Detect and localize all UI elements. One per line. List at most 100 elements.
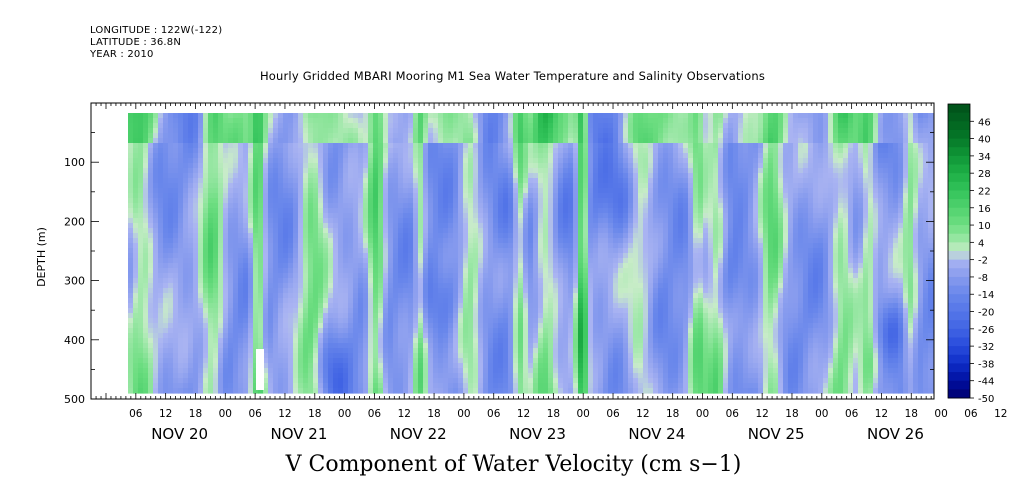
heat-cell xyxy=(238,133,244,139)
heat-cell xyxy=(453,353,459,359)
heat-cell xyxy=(333,338,339,344)
heat-cell xyxy=(248,273,254,279)
heat-cell xyxy=(198,228,204,234)
heat-cell xyxy=(343,333,349,339)
heat-cell xyxy=(558,313,564,319)
heat-cell xyxy=(343,178,349,184)
heat-cell xyxy=(378,148,384,154)
heat-cell xyxy=(383,243,389,249)
heat-cell xyxy=(153,348,159,354)
heat-cell xyxy=(503,303,509,309)
heat-cell xyxy=(558,188,564,194)
heat-cell xyxy=(353,138,359,144)
heat-cell xyxy=(508,163,514,169)
heat-cell xyxy=(498,113,504,119)
heat-cell xyxy=(388,228,394,234)
heat-cell xyxy=(163,143,169,149)
heat-cell xyxy=(263,173,269,179)
heat-cell xyxy=(453,218,459,224)
heat-cell xyxy=(283,293,289,299)
heat-cell xyxy=(133,178,139,184)
heat-cell xyxy=(213,238,219,244)
heat-cell xyxy=(433,363,439,369)
heat-cell xyxy=(483,283,489,289)
heat-cell xyxy=(173,253,179,259)
heat-cell xyxy=(128,188,134,194)
heat-cell xyxy=(198,358,204,364)
heat-cell xyxy=(498,303,504,309)
heat-cell xyxy=(178,298,184,304)
heat-cell xyxy=(163,268,169,274)
heat-cell xyxy=(198,113,204,119)
heat-cell xyxy=(363,338,369,344)
heat-cell xyxy=(448,128,454,134)
heat-cell xyxy=(213,343,219,349)
heat-cell xyxy=(303,158,309,164)
heat-cell xyxy=(508,378,514,384)
heat-cell xyxy=(518,273,524,279)
heat-cell xyxy=(278,288,284,294)
heat-cell xyxy=(283,373,289,379)
heat-cell xyxy=(263,383,269,389)
heat-cell xyxy=(548,323,554,329)
heat-cell xyxy=(353,243,359,249)
heat-cell xyxy=(283,308,289,314)
heat-cell xyxy=(143,113,149,119)
heat-cell xyxy=(188,183,194,189)
heat-cell xyxy=(508,253,514,259)
heat-cell xyxy=(373,278,379,284)
heat-cell xyxy=(453,348,459,354)
heat-cell xyxy=(313,248,319,254)
heat-cell xyxy=(293,303,299,309)
heat-cell xyxy=(468,188,474,194)
heat-cell xyxy=(298,203,304,209)
heat-cell xyxy=(298,168,304,174)
heat-cell xyxy=(438,278,444,284)
heat-cell xyxy=(553,218,559,224)
heat-cell xyxy=(523,163,529,169)
heat-cell xyxy=(568,128,574,134)
heat-cell xyxy=(438,343,444,349)
heat-cell xyxy=(388,178,394,184)
heat-cell xyxy=(173,258,179,264)
heat-cell xyxy=(313,243,319,249)
heat-cell xyxy=(338,268,344,274)
heat-cell xyxy=(273,238,279,244)
heat-cell xyxy=(433,293,439,299)
heat-cell xyxy=(278,253,284,259)
heat-cell xyxy=(558,148,564,154)
heat-cell xyxy=(303,368,309,374)
heat-cell xyxy=(518,308,524,314)
heat-cell xyxy=(358,238,364,244)
heat-cell xyxy=(163,293,169,299)
heat-cell xyxy=(203,308,209,314)
heat-cell xyxy=(473,348,479,354)
heat-cell xyxy=(243,208,249,214)
heat-cell xyxy=(418,303,424,309)
heat-cell xyxy=(543,348,549,354)
heat-cell xyxy=(198,318,204,324)
heat-cell xyxy=(353,293,359,299)
heat-cell xyxy=(478,298,484,304)
heat-cell xyxy=(513,113,519,119)
heat-cell xyxy=(488,373,494,379)
heat-cell xyxy=(418,143,424,149)
heat-cell xyxy=(488,218,494,224)
heat-cell xyxy=(493,153,499,159)
heat-cell xyxy=(348,338,354,344)
heat-cell xyxy=(463,368,469,374)
heat-cell xyxy=(543,328,549,334)
heat-cell xyxy=(523,223,529,229)
heat-cell xyxy=(288,268,294,274)
heat-cell xyxy=(218,308,224,314)
heat-cell xyxy=(453,178,459,184)
heat-cell xyxy=(503,158,509,164)
heat-cell xyxy=(383,203,389,209)
heat-cell xyxy=(218,243,224,249)
heat-cell xyxy=(563,373,569,379)
heat-cell xyxy=(273,298,279,304)
heat-cell xyxy=(128,163,134,169)
heat-cell xyxy=(128,308,134,314)
heat-cell xyxy=(383,278,389,284)
heat-cell xyxy=(538,273,544,279)
